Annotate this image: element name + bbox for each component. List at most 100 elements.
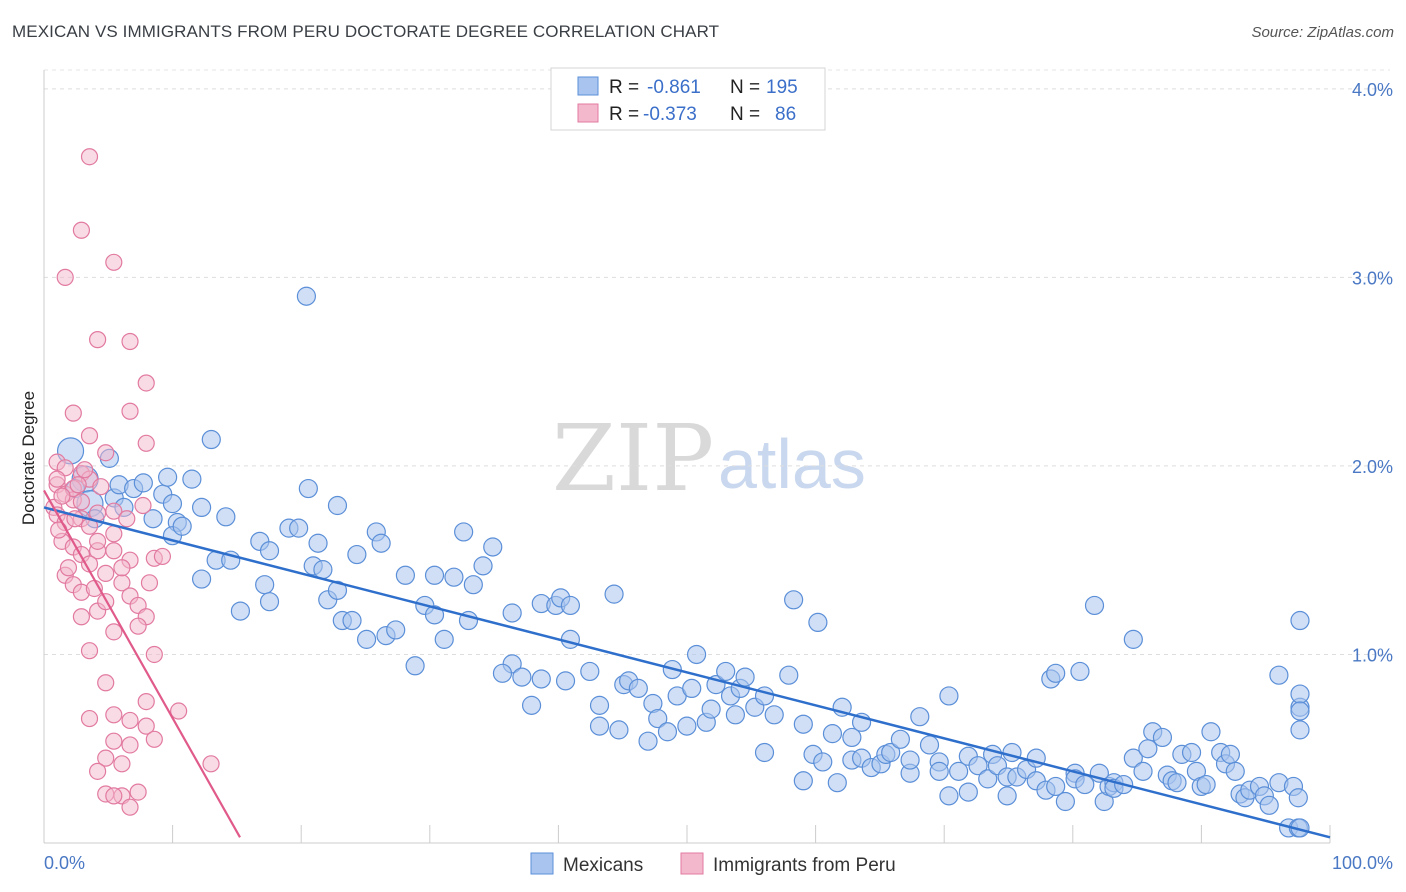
mexicans-point (531, 669, 551, 689)
mexicans-point (1133, 761, 1153, 781)
mexicans-point (162, 494, 183, 514)
bottom-legend-peru: Immigrants from Peru (713, 855, 896, 876)
mexicans-point (1225, 761, 1245, 781)
peru-point (80, 148, 99, 166)
mexicans-point (502, 603, 522, 623)
mexicans-point (589, 695, 610, 715)
peru-point (72, 608, 91, 626)
peru-point (170, 702, 188, 720)
mexicans-point (133, 473, 153, 493)
trend-lines (43, 489, 1331, 839)
legend-swatch-peru (577, 103, 599, 123)
mexicans-point (405, 656, 425, 676)
mexicans-point (1152, 727, 1173, 748)
peru-point (121, 798, 139, 816)
mexicans-point (929, 761, 949, 781)
mexicans-point (1269, 665, 1289, 685)
peru-point (134, 496, 152, 515)
mexicans-point (628, 678, 648, 699)
peru-point (137, 692, 155, 711)
mexicans-point (949, 761, 969, 781)
watermark-atlas: atlas (718, 425, 866, 503)
mexicans-point (793, 771, 813, 791)
mexicans-point (686, 644, 707, 665)
mexicans-point (958, 782, 978, 802)
mexicans-point (424, 565, 445, 585)
mexicans-point (386, 620, 406, 640)
mexicans-point (997, 786, 1017, 806)
mexicans-point (1167, 773, 1187, 793)
mexicans-point (230, 601, 251, 621)
mexicans-point (444, 567, 464, 587)
mexicans-point (296, 286, 317, 306)
mexicans-point (890, 729, 910, 749)
peru-point (80, 427, 99, 445)
mexicans-point (182, 469, 202, 489)
peru-point (89, 331, 107, 349)
bottom-legend-mexicans: Mexicans (563, 855, 643, 876)
legend-n-label-1: N = (730, 77, 760, 98)
mexicans-point (754, 742, 775, 763)
mexicans-point (172, 516, 192, 536)
legend-n-label-2: N = (730, 104, 760, 125)
chart-title: MEXICAN VS IMMIGRANTS FROM PERU DOCTORAT… (12, 22, 720, 41)
mexicans-point (609, 720, 629, 740)
mexicans-point (1290, 684, 1310, 704)
mexicans-point (1123, 748, 1143, 768)
mexicans-point (327, 495, 348, 516)
mexicans-point (191, 497, 212, 518)
peru-point (92, 478, 110, 496)
mexicans-point (463, 575, 483, 595)
peru-point (97, 564, 115, 582)
legend-box: R = -0.861 N = 195 R = -0.373 N = 86 (550, 67, 826, 131)
mexicans-point (512, 667, 532, 687)
peru-point (56, 268, 74, 286)
mexicans-point (313, 560, 333, 580)
peru-point (129, 783, 147, 801)
mexicans-point (201, 429, 221, 450)
peru-point (137, 717, 155, 735)
x-tick-label-0: 0.0% (44, 853, 85, 873)
gridlines (44, 69, 1390, 655)
mexicans-point (657, 722, 678, 742)
peru-point (59, 559, 78, 577)
mexicans-point (560, 595, 581, 616)
mexicans-point (910, 707, 930, 727)
y-tick-labels: 1.0% 2.0% 3.0% 4.0% (1352, 80, 1393, 666)
mexicans-point (939, 786, 959, 806)
peru-point (89, 532, 107, 550)
mexicans-point (1201, 722, 1221, 742)
mexicans-point (900, 750, 920, 770)
peru-point (137, 434, 155, 452)
bottom-legend-swatch-mexicans (530, 852, 554, 875)
mexicans-point (808, 612, 828, 633)
y-tick-label-2: 3.0% (1352, 268, 1393, 288)
y-tick-label-1: 2.0% (1352, 457, 1393, 477)
mexicans-point (1290, 720, 1310, 740)
mexicans-point (434, 629, 454, 649)
peru-point (121, 711, 139, 730)
mexicans-point (939, 686, 959, 706)
mexicans-point (881, 742, 901, 763)
peru-point (97, 749, 115, 767)
peru-point (140, 574, 159, 592)
mexicans-point (356, 629, 377, 649)
legend-r-label-2: R = (609, 104, 639, 125)
mexicans-points (56, 286, 1310, 838)
mexicans-point (454, 522, 474, 542)
mexicans-point (648, 708, 668, 729)
mexicans-point (216, 507, 236, 527)
mexicans-point (158, 467, 178, 487)
peru-point (113, 755, 131, 773)
peru-points (45, 148, 220, 816)
mexicans-point (259, 541, 280, 561)
mexicans-point (779, 665, 799, 685)
axes (43, 70, 1331, 844)
mexicans-point (1181, 742, 1202, 763)
peru-point (129, 617, 147, 635)
watermark-zip: ZIP (552, 405, 714, 512)
y-tick-label-0: 1.0% (1352, 645, 1393, 665)
mexicans-point (327, 580, 348, 600)
